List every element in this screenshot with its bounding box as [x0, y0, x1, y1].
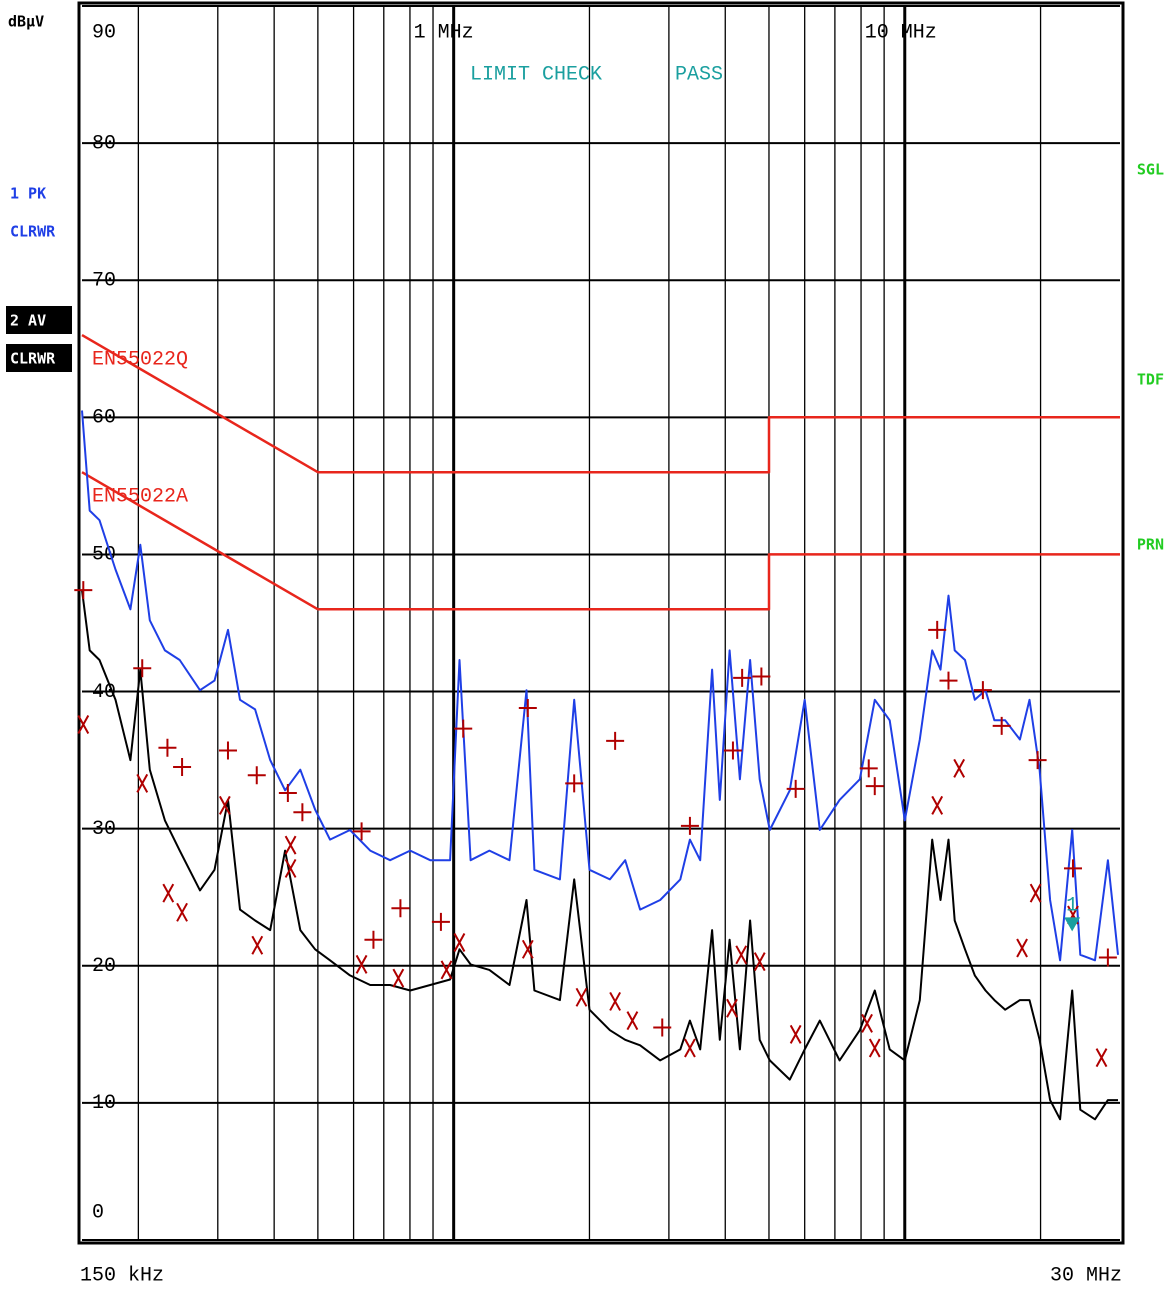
final-avg-marker	[440, 960, 453, 980]
final-peak-marker	[74, 581, 93, 600]
final-avg-marker	[284, 858, 297, 878]
trace	[81, 589, 1118, 1121]
final-avg-marker	[218, 795, 231, 815]
final-peak-marker	[391, 899, 410, 918]
final-peak-marker	[859, 759, 878, 778]
final-avg-marker	[609, 991, 622, 1011]
final-peak-marker	[928, 620, 947, 639]
final-avg-marker	[868, 1038, 881, 1058]
final-peak-marker	[1098, 948, 1117, 967]
final-avg-marker	[726, 998, 738, 1018]
final-peak-marker	[1063, 859, 1082, 878]
y-tick-label: 0	[92, 1201, 104, 1224]
plot-frame	[77, 1, 1125, 1245]
final-peak-marker	[565, 774, 584, 793]
trace	[81, 410, 1119, 962]
final-avg-marker	[1016, 938, 1028, 958]
final-avg-marker	[392, 968, 405, 988]
final-peak-marker	[653, 1018, 672, 1037]
status-label: TDF	[1137, 371, 1164, 389]
final-peak-marker	[606, 731, 625, 750]
trace-label: CLRWR	[10, 350, 56, 368]
marker-label: 1	[1066, 895, 1078, 918]
final-peak-marker	[293, 803, 312, 822]
final-avg-marker	[789, 1024, 802, 1044]
y-tick-label: 80	[92, 132, 116, 155]
marker-triangle	[1064, 917, 1081, 932]
final-avg-marker	[176, 902, 188, 922]
final-avg-marker	[1029, 883, 1042, 903]
final-peak-marker	[752, 667, 771, 686]
final-peak-marker	[133, 659, 152, 678]
final-peak-marker	[518, 699, 537, 718]
x-tick-label: 150 kHz	[80, 1264, 164, 1287]
limit-line	[81, 334, 1120, 474]
final-avg-marker	[575, 987, 588, 1007]
final-avg-marker	[626, 1011, 639, 1031]
final-peak-marker	[992, 716, 1011, 735]
final-avg-marker	[251, 935, 264, 955]
final-avg-marker	[284, 835, 297, 855]
final-avg-marker	[684, 1038, 696, 1058]
final-peak-marker	[218, 741, 237, 760]
unit-label: dBµV	[8, 13, 44, 31]
y-tick-label: 50	[92, 544, 116, 567]
trace-label: 1 PK	[10, 185, 46, 203]
x-tick-label: 10 MHz	[865, 21, 937, 44]
final-avg-marker	[521, 939, 534, 959]
final-peak-marker	[680, 816, 699, 835]
limit-check-result: PASS	[675, 63, 723, 86]
trace-label: 2 AV	[10, 312, 46, 330]
final-peak-marker	[786, 779, 805, 798]
final-avg-marker	[953, 758, 966, 778]
final-avg-marker	[136, 773, 149, 793]
final-peak-marker	[865, 777, 884, 796]
trace-label-bg	[6, 306, 72, 334]
y-tick-label: 30	[92, 818, 116, 841]
final-peak-marker	[939, 671, 958, 690]
final-peak-marker	[173, 757, 192, 776]
limit-line-label: EN55022A	[92, 485, 188, 508]
x-tick-label: 30 MHz	[1050, 1264, 1122, 1287]
status-label: PRN	[1137, 536, 1164, 554]
y-tick-label: 70	[92, 270, 116, 293]
limit-line	[81, 471, 1120, 611]
limit-check-label: LIMIT CHECK	[470, 63, 602, 86]
final-avg-marker	[861, 1013, 873, 1033]
final-peak-marker	[1028, 751, 1047, 770]
final-avg-marker	[735, 945, 748, 965]
final-peak-marker	[454, 719, 473, 738]
final-avg-marker	[355, 954, 368, 974]
x-tick-label: 1 MHz	[414, 21, 474, 44]
final-peak-marker	[733, 668, 752, 687]
final-avg-marker	[1095, 1048, 1108, 1068]
final-avg-marker	[753, 952, 766, 972]
final-peak-marker	[723, 741, 742, 760]
final-avg-marker	[931, 795, 944, 815]
final-peak-marker	[352, 822, 371, 841]
y-tick-label: 20	[92, 955, 116, 978]
y-tick-label: 10	[92, 1092, 116, 1115]
trace-label: CLRWR	[10, 223, 56, 241]
y-tick-label: 90	[92, 21, 116, 44]
y-tick-label: 60	[92, 407, 116, 430]
final-peak-marker	[431, 912, 450, 931]
final-avg-marker	[162, 883, 175, 903]
status-label: SGL	[1137, 161, 1164, 179]
limit-line-label: EN55022Q	[92, 348, 188, 371]
final-peak-marker	[278, 784, 297, 803]
final-avg-marker	[453, 932, 466, 952]
final-peak-marker	[973, 681, 992, 700]
trace-label-bg	[6, 344, 72, 372]
final-peak-marker	[364, 930, 383, 949]
final-peak-marker	[247, 766, 266, 785]
final-avg-marker	[77, 714, 90, 734]
final-peak-marker	[158, 738, 177, 757]
